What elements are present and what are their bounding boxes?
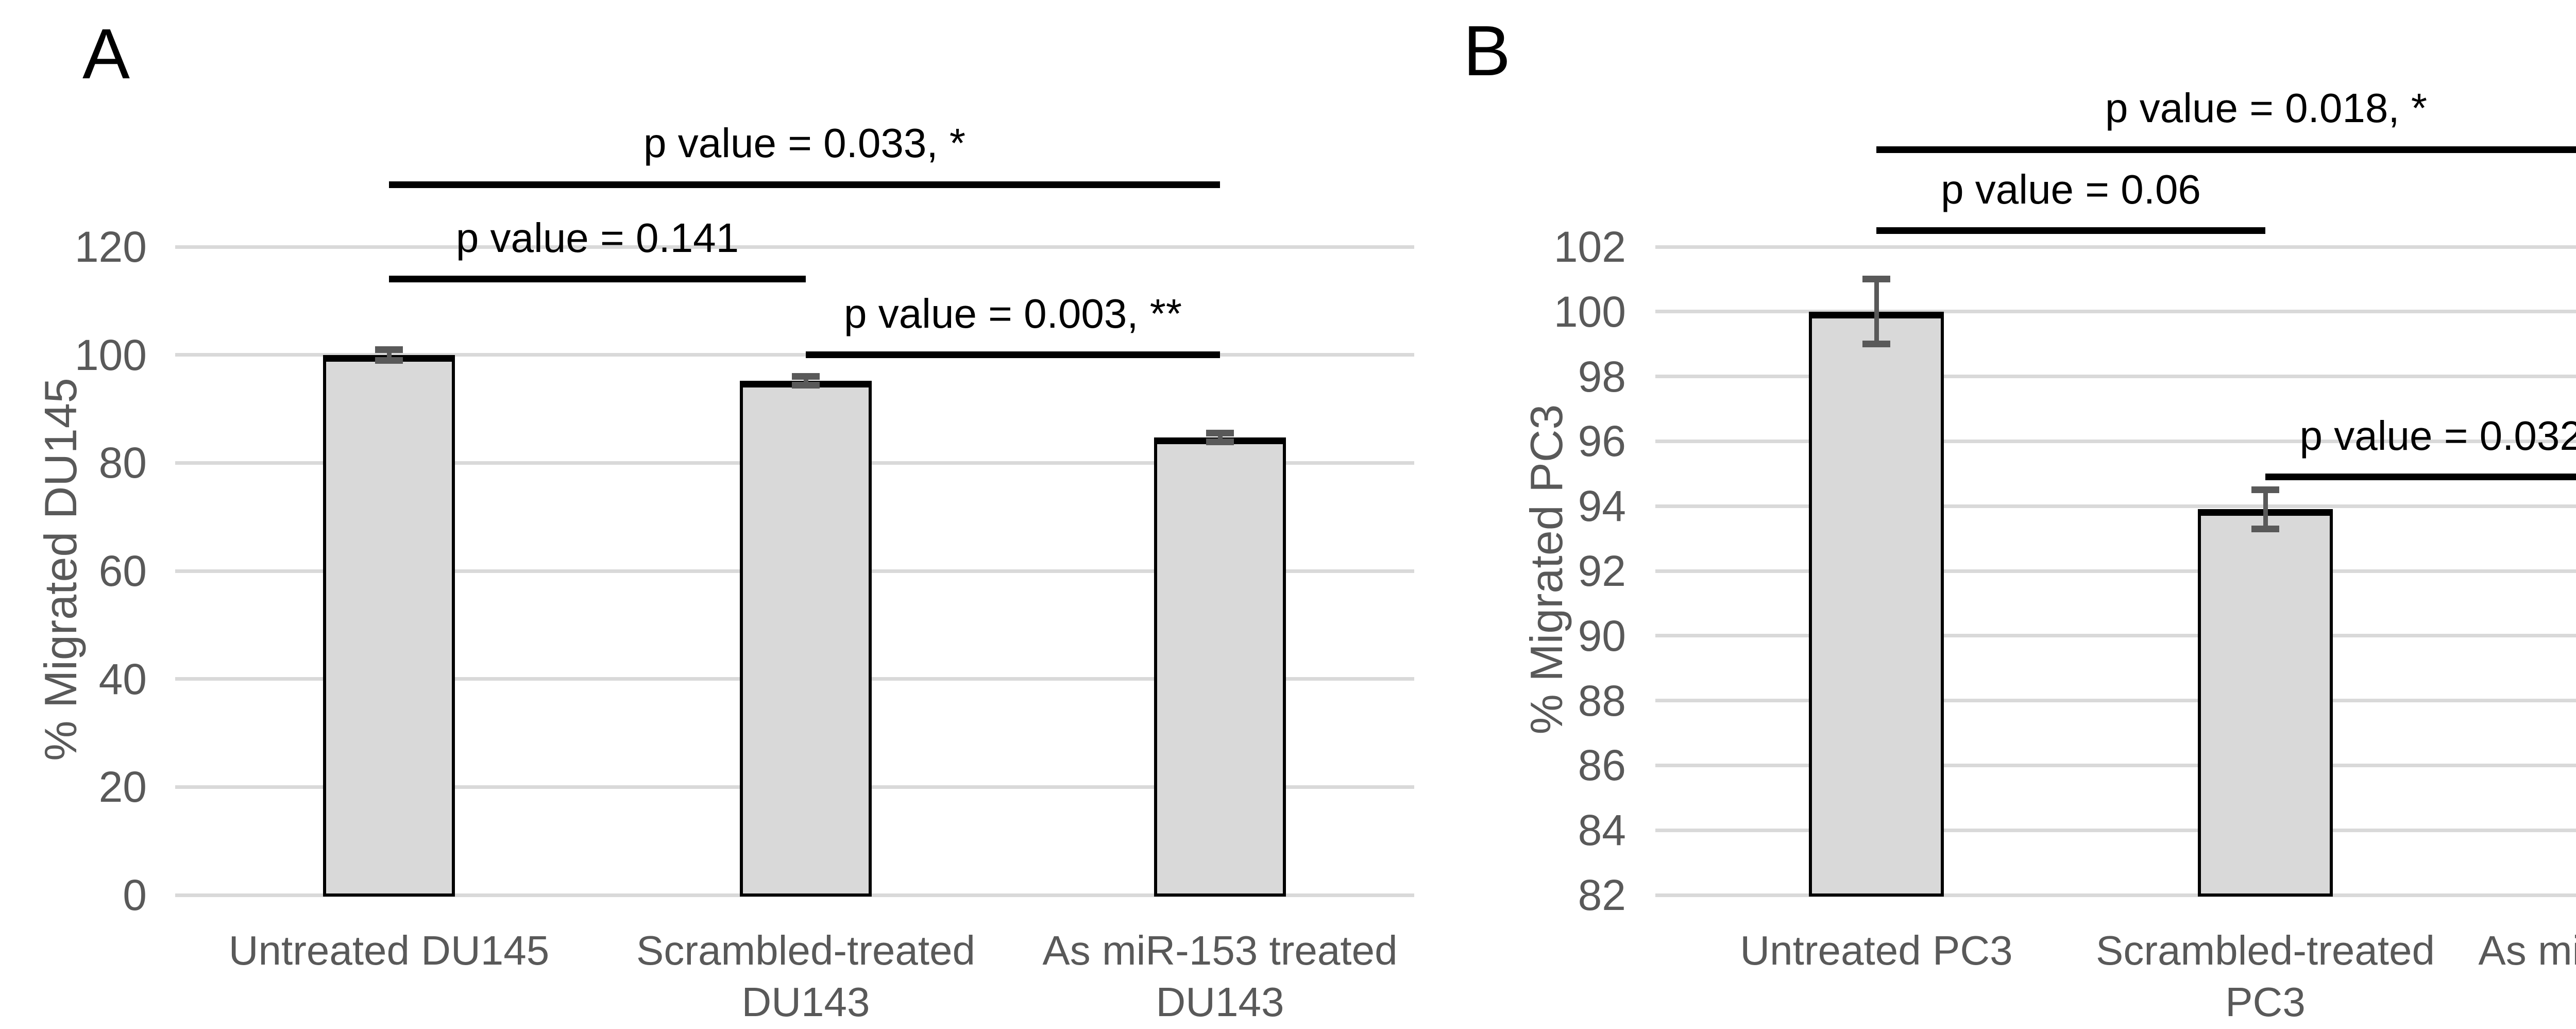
gridline xyxy=(175,245,1414,249)
gridline xyxy=(1655,504,2576,508)
category-label-line: DU143 xyxy=(741,979,870,1025)
bar xyxy=(2198,509,2333,897)
significance-bracket xyxy=(806,351,1220,359)
error-bar xyxy=(386,349,392,361)
y-axis-tick-label: 92 xyxy=(1578,547,1626,595)
category-label: Scrambled-treated DU143 xyxy=(584,925,1027,1028)
panel-a-letter: A xyxy=(82,14,130,94)
bar xyxy=(1809,311,1944,897)
category-label-line: PC3 xyxy=(2434,976,2576,1028)
category-label-line: PC3 xyxy=(2225,979,2306,1025)
y-axis-tick-label: 98 xyxy=(1578,352,1626,401)
p-value-label: p value = 0.032, * xyxy=(2299,412,2576,459)
error-bar-cap xyxy=(1206,430,1234,437)
error-bar-cap xyxy=(1862,341,1890,348)
category-label: As miR-153 treated DU143 xyxy=(998,925,1442,1028)
error-bar-cap xyxy=(1206,438,1234,445)
category-label-line: DU143 xyxy=(1156,979,1284,1025)
category-label: Untreated DU145 xyxy=(167,925,611,976)
y-axis-tick-label: 86 xyxy=(1578,741,1626,790)
category-label-line: Untreated PC3 xyxy=(1740,927,2013,973)
bar xyxy=(1154,437,1286,897)
gridline xyxy=(1655,893,2576,897)
panel-b-letter: B xyxy=(1463,11,1511,91)
category-label-line: As miR-153 treated xyxy=(1042,927,1398,973)
category-label: Scrambled-treated PC3 xyxy=(2044,925,2487,1028)
gridline xyxy=(1655,439,2576,443)
p-value-label: p value = 0.003, ** xyxy=(843,290,1182,336)
y-axis-tick-label: 100 xyxy=(1553,287,1626,336)
y-axis-tick-label: 20 xyxy=(98,763,147,812)
error-bar-cap xyxy=(2251,486,2279,494)
p-value-label: p value = 0.06 xyxy=(1941,166,2201,212)
y-axis-tick-label: 88 xyxy=(1578,676,1626,725)
gridline xyxy=(1655,310,2576,314)
y-axis-tick-label: 0 xyxy=(123,871,147,919)
significance-bracket xyxy=(389,181,1220,188)
gridline xyxy=(1655,699,2576,703)
gridline xyxy=(1655,245,2576,249)
error-bar-cap xyxy=(792,381,820,389)
gridline xyxy=(1655,375,2576,379)
bar xyxy=(323,355,455,897)
category-label-line: As miR-153 treated xyxy=(2478,927,2576,973)
error-bar-cap xyxy=(2251,525,2279,532)
error-bar-cap xyxy=(375,357,403,364)
p-value-label: p value = 0.141 xyxy=(455,214,739,261)
error-bar xyxy=(2263,490,2268,529)
gridline xyxy=(1655,763,2576,767)
category-label-line: Scrambled-treated xyxy=(2095,927,2435,973)
gridline xyxy=(1655,634,2576,638)
significance-bracket xyxy=(1876,227,2265,234)
y-axis-tick-label: 40 xyxy=(98,654,147,703)
category-label-line: Untreated DU145 xyxy=(228,927,550,973)
error-bar-cap xyxy=(792,373,820,380)
error-bar xyxy=(1874,279,1879,344)
gridline xyxy=(1655,569,2576,573)
y-axis-tick-label: 84 xyxy=(1578,806,1626,855)
error-bar-cap xyxy=(375,346,403,353)
p-value-label: p value = 0.033, * xyxy=(643,120,965,166)
significance-bracket xyxy=(1876,146,2576,153)
gridline xyxy=(175,353,1414,357)
error-bar xyxy=(803,376,808,385)
p-value-label: p value = 0.018, * xyxy=(2105,85,2427,131)
y-axis-tick-label: 90 xyxy=(1578,611,1626,660)
gridline xyxy=(1655,828,2576,832)
category-label-line: Scrambled-treated xyxy=(636,927,976,973)
y-axis-tick-label: 100 xyxy=(74,330,147,379)
error-bar-cap xyxy=(1862,276,1890,283)
y-axis-tick-label: 60 xyxy=(98,547,147,595)
y-axis-tick-label: 94 xyxy=(1578,482,1626,531)
y-axis-tick-label: 96 xyxy=(1578,417,1626,466)
y-axis-tick-label: 82 xyxy=(1578,871,1626,919)
y-axis-tick-label: 120 xyxy=(74,223,147,271)
significance-bracket xyxy=(2265,474,2576,481)
y-axis-tick-label: 102 xyxy=(1553,223,1626,271)
category-label: Untreated PC3 xyxy=(1655,925,2098,976)
y-axis-tick-label: 80 xyxy=(98,438,147,487)
error-bar xyxy=(1217,433,1223,442)
significance-bracket xyxy=(389,276,806,283)
